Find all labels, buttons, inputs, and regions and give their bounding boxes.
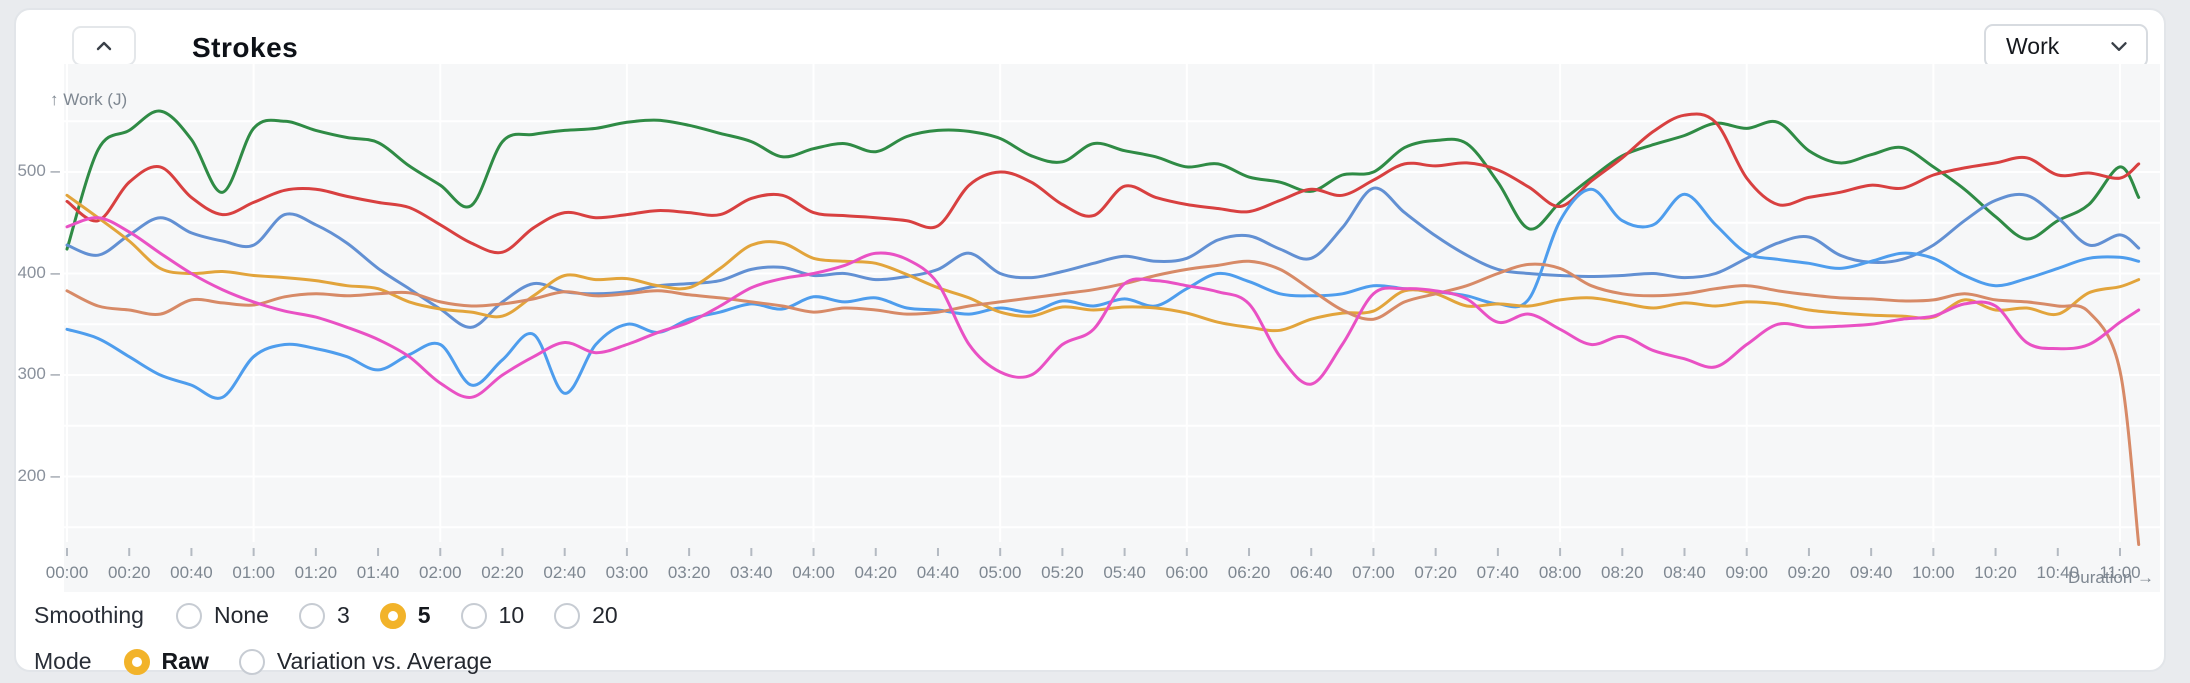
x-tick-label: 05:20 [1041, 563, 1084, 582]
x-tick-label: 09:40 [1850, 563, 1893, 582]
x-tick-label: 06:00 [1166, 563, 1209, 582]
smoothing-option-label: 10 [498, 602, 525, 628]
smoothing-option-label: 20 [592, 602, 618, 628]
metric-select-value: Work [2006, 32, 2060, 59]
x-tick-label: 10:00 [1912, 563, 1955, 582]
series-line-blue [65, 186, 2141, 329]
x-tick-label: 07:00 [1352, 563, 1395, 582]
x-tick-label: 10:40 [2037, 563, 2080, 582]
x-tick-label: 05:40 [1103, 563, 1146, 582]
x-tick-label: 02:20 [481, 563, 524, 582]
smoothing-option-label: 5 [417, 602, 431, 628]
mode-radio-group: Raw Variation vs. Average [123, 648, 493, 675]
strokes-line-chart: 00:00 00:20 00:40 01:00 01:20 01:40 02:00 02:20… [46, 64, 2160, 582]
y-axis-label: ↑ Work (J) [50, 90, 128, 109]
smoothing-option-3[interactable]: 3 [298, 602, 350, 629]
x-tick-label: 08:20 [1601, 563, 1644, 582]
series-line-red [65, 112, 2141, 255]
smoothing-radio-group: None 3 5 10 20 [175, 602, 618, 629]
mode-option-label: Variation vs. Average [276, 648, 493, 674]
x-tick-label: 04:20 [854, 563, 897, 582]
smoothing-option-label: 3 [336, 602, 350, 628]
chevron-up-icon [96, 41, 112, 51]
panel-title: Strokes [192, 32, 299, 63]
x-tick-label: 09:00 [1725, 563, 1768, 582]
x-tick-label: 06:20 [1228, 563, 1271, 582]
x-tick-label: 07:20 [1414, 563, 1457, 582]
x-tick-label: 05:00 [979, 563, 1022, 582]
series-line-light-blue [65, 187, 2141, 400]
x-tick-label: 01:00 [232, 563, 275, 582]
x-tick-label: 03:40 [730, 563, 773, 582]
smoothing-radio[interactable] [554, 602, 581, 629]
y-tick-label: 200 – [17, 465, 60, 485]
x-tick-label: 00:00 [46, 563, 89, 582]
strokes-panel: Strokes Work 00:00 00:20 00:40 01:00 01:20 01… [14, 8, 2166, 675]
smoothing-option-none[interactable]: None [175, 602, 269, 629]
x-tick-label: 08:40 [1663, 563, 1706, 582]
x-tick-label: 02:00 [419, 563, 462, 582]
x-tick-label: 08:00 [1539, 563, 1582, 582]
smoothing-option-10[interactable]: 10 [460, 602, 525, 629]
collapse-button[interactable] [72, 26, 136, 66]
x-tick-label: 04:00 [792, 563, 835, 582]
x-tick-label: 01:40 [357, 563, 400, 582]
x-axis-label: Duration → [2068, 568, 2154, 587]
mode-option-label: Raw [161, 648, 209, 674]
x-tick-label: 02:40 [543, 563, 586, 582]
mode-radio[interactable] [238, 648, 265, 675]
x-tick-label: 04:40 [917, 563, 960, 582]
x-tick-label: 01:20 [295, 563, 338, 582]
smoothing-radio[interactable] [460, 602, 487, 629]
smoothing-option-20[interactable]: 20 [554, 602, 618, 629]
x-tick-label: 07:40 [1477, 563, 1520, 582]
x-tick-label: 11:00 [2099, 563, 2140, 582]
smoothing-label: Smoothing [34, 602, 144, 628]
smoothing-option-5[interactable]: 5 [379, 602, 431, 629]
smoothing-radio-selected[interactable] [379, 602, 406, 629]
series-line-green [65, 109, 2141, 251]
x-tick-label: 09:20 [1788, 563, 1831, 582]
x-tick-label: 03:00 [606, 563, 649, 582]
y-tick-label: 300 – [17, 364, 60, 383]
chart-plot-area: 00:00 00:20 00:40 01:00 01:20 01:40 02:00 02:20… [17, 64, 2160, 592]
x-tick-label: 03:20 [668, 563, 711, 582]
x-tick-label: 00:40 [170, 563, 213, 582]
y-tick-label: 400 – [17, 262, 60, 282]
y-tick-label: 500 – [17, 161, 60, 180]
series-line-orange [65, 193, 2141, 333]
mode-row: Mode Raw Variation vs. Average [34, 648, 492, 675]
x-tick-label: 00:20 [108, 563, 151, 582]
mode-label: Mode [34, 648, 92, 674]
x-tick-label: 10:20 [1974, 563, 2017, 582]
smoothing-radio[interactable] [298, 602, 325, 629]
metric-select[interactable]: Work [1984, 24, 2148, 68]
smoothing-radio[interactable] [175, 602, 202, 629]
x-tick-label: 06:40 [1290, 563, 1333, 582]
series-line-pink [65, 216, 2141, 399]
mode-option-raw[interactable]: Raw [123, 648, 209, 675]
chevron-down-icon [2111, 42, 2127, 51]
smoothing-row: Smoothing None 3 5 10 20 [34, 602, 618, 629]
mode-radio-selected[interactable] [123, 648, 150, 675]
mode-option-variation-vs-average[interactable]: Variation vs. Average [238, 648, 493, 675]
smoothing-option-label: None [213, 602, 269, 628]
